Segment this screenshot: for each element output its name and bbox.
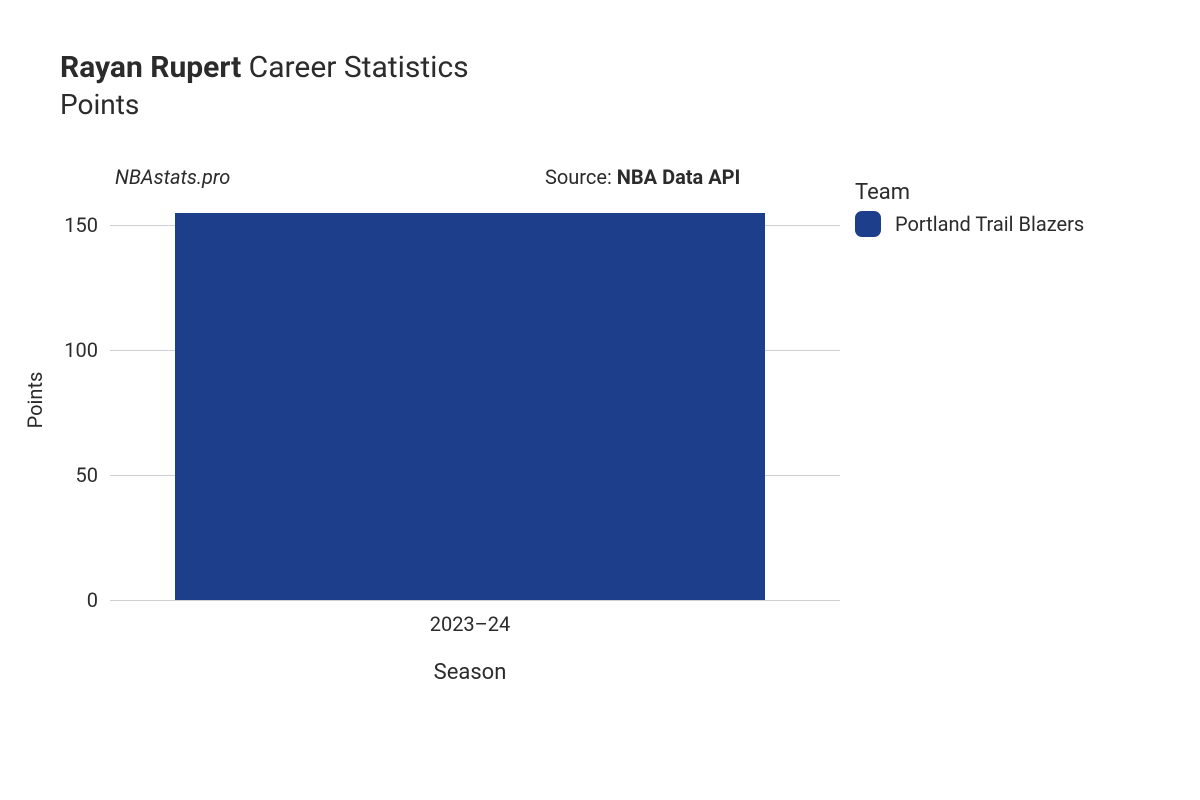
y-tick-label: 100 xyxy=(64,338,98,362)
legend: Team Portland Trail Blazers xyxy=(855,180,1084,237)
y-axis-label: Points xyxy=(23,372,47,429)
title-block: Rayan Rupert Career Statistics Points xyxy=(60,50,469,121)
source-prefix: Source: xyxy=(545,165,617,189)
legend-item-label: Portland Trail Blazers xyxy=(895,212,1084,236)
watermark-text: NBAstats.pro xyxy=(115,165,230,189)
plot-area: 0501001502023–24 xyxy=(110,200,830,600)
title-player-name: Rayan Rupert xyxy=(60,50,241,85)
chart-title: Rayan Rupert Career Statistics xyxy=(60,50,469,86)
legend-item: Portland Trail Blazers xyxy=(855,211,1084,237)
legend-swatch xyxy=(855,211,881,237)
source-name: NBA Data API xyxy=(617,165,741,189)
source-text: Source: NBA Data API xyxy=(545,165,740,189)
chart-container: Rayan Rupert Career Statistics Points NB… xyxy=(0,0,1200,800)
gridline xyxy=(110,600,840,601)
y-tick-label: 0 xyxy=(87,588,98,612)
x-axis-label: Season xyxy=(434,660,507,685)
chart-subtitle: Points xyxy=(60,88,469,121)
y-tick-label: 150 xyxy=(64,213,98,237)
legend-title: Team xyxy=(855,180,1084,205)
y-tick-label: 50 xyxy=(76,463,98,487)
bar xyxy=(175,213,765,601)
x-tick-label: 2023–24 xyxy=(430,612,511,636)
title-suffix: Career Statistics xyxy=(241,50,468,85)
